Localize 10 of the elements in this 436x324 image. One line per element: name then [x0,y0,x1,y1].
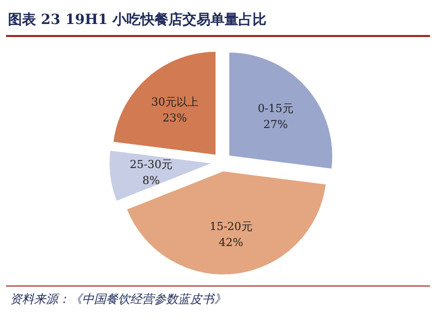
slice-label: 15-20元 [210,220,252,233]
data-label: 23% [162,111,188,124]
chart-title: 图表 23 19H1 小吃快餐店交易单量占比 [8,11,267,28]
data-label: 8% [142,174,160,187]
text: 资料来源：《中国餐饮经营参数蓝皮书》 [10,292,226,306]
slice-label: 30元以上 [151,95,198,108]
slice-label: 25-30元 [130,158,173,171]
slice-label: 0-15元 [258,102,294,115]
data-label: 42% [218,236,244,249]
data-label: 27% [263,118,288,131]
